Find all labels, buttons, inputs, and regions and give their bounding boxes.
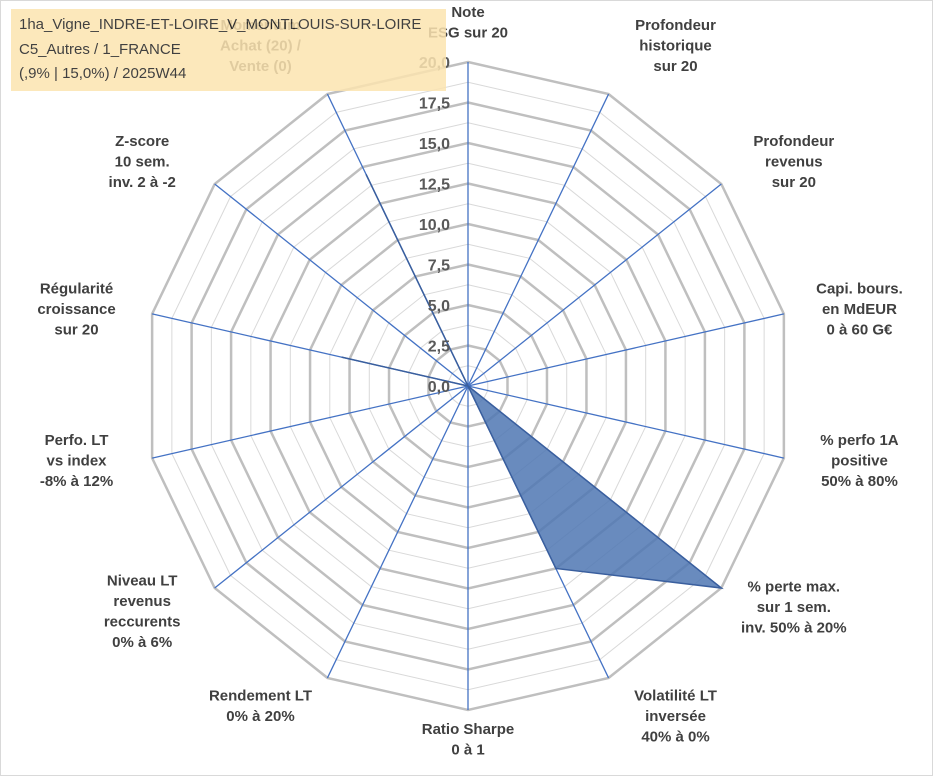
axis-label-line: 40% à 0% — [641, 728, 709, 745]
axis-label-line: 50% à 80% — [821, 473, 898, 490]
tick-label: 0,0 — [428, 379, 450, 396]
axis-label-line: en MdEUR — [822, 301, 897, 318]
tick-label: 15,0 — [419, 136, 450, 153]
axis-label-line: Z-score — [115, 133, 169, 150]
radar-tick-labels: 0,02,55,07,510,012,515,017,520,0 — [419, 55, 450, 396]
axis-label-line: sur 20 — [772, 174, 816, 191]
info-period: (,9% | 15,0%) / 2025W44 — [19, 65, 186, 82]
axis-label-line: inversée — [645, 708, 706, 725]
axis-label-line: revenus — [765, 154, 823, 171]
axis-label-line: inv. 2 à -2 — [109, 174, 176, 191]
tick-label: 12,5 — [419, 177, 450, 194]
tick-label: 5,0 — [428, 298, 450, 315]
axis-label: Profondeur historique sur 20 — [635, 17, 716, 75]
axis-label: Capi. bours. en MdEUR 0 à 60 G€ — [816, 281, 903, 339]
axis-label: % perfo 1A positive 50% à 80% — [820, 432, 899, 490]
axis-label-line: sur 1 sem. — [757, 599, 831, 616]
axis-spoke — [468, 94, 609, 386]
axis-label-line: Note — [451, 4, 484, 21]
axis-label-line: Profondeur — [635, 17, 716, 34]
axis-label-line: Rendement LT — [209, 687, 312, 704]
axis-label-line: croissance — [37, 301, 115, 318]
axis-label-line: Régularité — [40, 281, 113, 298]
tick-label: 10,0 — [419, 217, 450, 234]
axis-label-line: Perfo. LT — [45, 432, 109, 449]
axis-label-line: Volatilité LT — [634, 687, 717, 704]
axis-label-line: vs index — [47, 452, 108, 469]
axis-label-line: 10 sem. — [115, 154, 170, 171]
info-title: 1ha_Vigne_INDRE-ET-LOIRE_V_MONTLOUIS-SUR… — [19, 16, 421, 33]
axis-label-line: 0% à 20% — [226, 708, 294, 725]
axis-label-line: positive — [831, 452, 888, 469]
axis-label: Ratio Sharpe 0 à 1 — [422, 721, 515, 759]
info-box: 1ha_Vigne_INDRE-ET-LOIRE_V_MONTLOUIS-SUR… — [11, 9, 446, 91]
axis-label: Régularité croissance sur 20 — [37, 281, 115, 339]
axis-label-line: Capi. bours. — [816, 281, 903, 298]
axis-label-line: reccurents — [104, 613, 181, 630]
axis-label: Volatilité LT inversée 40% à 0% — [634, 687, 717, 745]
axis-label-line: 0% à 6% — [112, 634, 172, 651]
axis-label-line: -8% à 12% — [40, 473, 113, 490]
axis-label-line: % perte max. — [748, 579, 841, 596]
axis-spoke — [327, 386, 468, 678]
axis-label-line: sur 20 — [54, 322, 98, 339]
axis-label-line: Profondeur — [753, 133, 834, 150]
axis-label: Perfo. LT vs index -8% à 12% — [40, 432, 113, 490]
axis-label-line: 0 à 60 G€ — [827, 322, 894, 339]
tick-label: 2,5 — [428, 339, 450, 356]
axis-label-line: historique — [639, 38, 712, 55]
axis-label-line: % perfo 1A — [820, 432, 899, 449]
axis-label: Profondeur revenus sur 20 — [753, 133, 834, 191]
tick-label: 7,5 — [428, 258, 450, 275]
axis-label-line: 0 à 1 — [451, 742, 484, 759]
axis-label: Niveau LT revenus reccurents 0% à 6% — [104, 572, 181, 651]
axis-label-line: sur 20 — [653, 58, 697, 75]
axis-label-line: Ratio Sharpe — [422, 721, 515, 738]
axis-label: % perte max. sur 1 sem. inv. 50% à 20% — [741, 579, 847, 637]
info-category: C5_Autres / 1_FRANCE — [19, 41, 181, 58]
axis-label-line: Niveau LT — [107, 572, 178, 589]
tick-label: 17,5 — [419, 96, 450, 113]
axis-label: Z-score 10 sem. inv. 2 à -2 — [109, 133, 176, 191]
axis-label: Rendement LT 0% à 20% — [209, 687, 312, 725]
axis-label-line: inv. 50% à 20% — [741, 620, 847, 637]
axis-label-line: revenus — [113, 593, 171, 610]
